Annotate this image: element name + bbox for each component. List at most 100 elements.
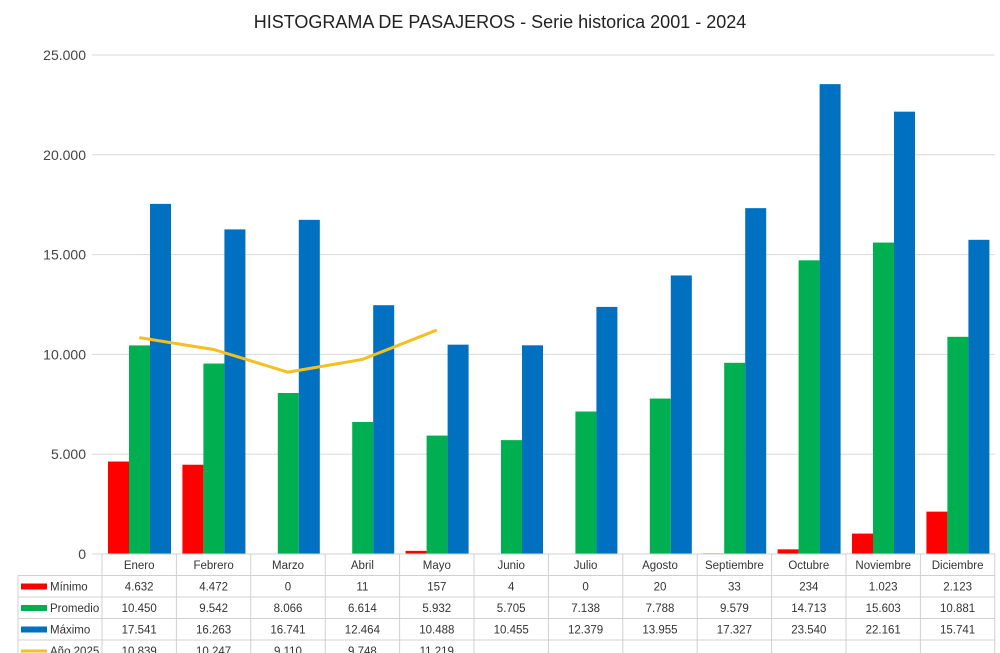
bar-Máximo bbox=[298, 219, 320, 554]
y-tick-label: 25.000 bbox=[43, 47, 86, 63]
bar-Mínimo bbox=[926, 511, 948, 554]
bar-Promedio bbox=[947, 336, 969, 554]
category-label: Diciembre bbox=[932, 560, 984, 572]
data-label: 15.603 bbox=[866, 603, 901, 615]
category-label: Mayo bbox=[423, 560, 451, 572]
bar-Promedio bbox=[873, 242, 894, 554]
bar-Promedio bbox=[798, 260, 820, 554]
data-label: 16.741 bbox=[270, 625, 305, 637]
data-label: 0 bbox=[285, 582, 291, 594]
data-label: 7.788 bbox=[646, 603, 675, 615]
bar-Promedio bbox=[426, 435, 448, 554]
data-label: 9.110 bbox=[274, 646, 302, 653]
data-label: 7.138 bbox=[571, 603, 600, 615]
data-label: 10.450 bbox=[122, 603, 157, 615]
category-label: Noviembre bbox=[855, 560, 911, 572]
data-label: 8.066 bbox=[274, 603, 303, 615]
legend-key-Mínimo bbox=[21, 583, 47, 590]
data-label: 10.247 bbox=[196, 646, 231, 653]
legend-label: Promedio bbox=[50, 603, 99, 615]
data-label: 5.705 bbox=[497, 603, 526, 615]
data-label: 4.472 bbox=[199, 582, 228, 594]
bar-Máximo bbox=[596, 306, 618, 554]
data-label: 9.579 bbox=[720, 603, 749, 615]
data-label: 0 bbox=[582, 582, 588, 594]
bar-Mínimo bbox=[182, 464, 204, 554]
data-label: 12.379 bbox=[568, 625, 603, 637]
data-label: 10.455 bbox=[494, 625, 529, 637]
data-label: 10.881 bbox=[940, 603, 975, 615]
category-label: Enero bbox=[124, 560, 155, 572]
bar-Máximo bbox=[224, 229, 246, 555]
bar-Mínimo bbox=[777, 549, 799, 554]
data-label: 4 bbox=[508, 582, 515, 594]
data-label: 10.839 bbox=[122, 646, 157, 653]
y-tick-label: 20.000 bbox=[43, 147, 86, 163]
legend-label: Mínimo bbox=[50, 582, 88, 594]
bar-Máximo bbox=[745, 208, 767, 554]
data-label: 17.541 bbox=[122, 625, 157, 637]
bar-Mínimo bbox=[852, 533, 873, 554]
bar-Máximo bbox=[522, 345, 543, 554]
data-label: 22.161 bbox=[866, 625, 901, 637]
category-label: Agosto bbox=[642, 560, 678, 572]
legend-label: Máximo bbox=[50, 625, 90, 637]
bar-Máximo bbox=[150, 203, 171, 554]
data-label: 2.123 bbox=[943, 582, 972, 594]
bar-Promedio bbox=[501, 440, 522, 554]
category-label: Junio bbox=[497, 560, 525, 572]
y-tick-label: 10.000 bbox=[43, 346, 86, 362]
category-label: Septiembre bbox=[705, 560, 764, 572]
data-label: 1.023 bbox=[869, 582, 898, 594]
category-label: Febrero bbox=[193, 560, 233, 572]
y-tick-label: 5.000 bbox=[51, 446, 86, 462]
data-label: 4.632 bbox=[125, 582, 154, 594]
data-label: 11.219 bbox=[420, 646, 454, 653]
category-label: Marzo bbox=[272, 560, 304, 572]
data-label: 9.542 bbox=[199, 603, 228, 615]
bar-Promedio bbox=[649, 398, 671, 554]
bar-Máximo bbox=[819, 84, 841, 554]
data-label: 6.614 bbox=[348, 603, 377, 615]
bar-Promedio bbox=[352, 421, 374, 554]
bar-Promedio bbox=[129, 345, 150, 554]
legend-label: Año 2025 bbox=[50, 646, 99, 653]
y-tick-label: 0 bbox=[78, 546, 86, 562]
bar-Promedio bbox=[575, 411, 597, 554]
data-label: 12.464 bbox=[345, 625, 381, 637]
bar-Promedio bbox=[203, 363, 225, 554]
data-label: 5.932 bbox=[422, 603, 451, 615]
data-label: 9.748 bbox=[348, 646, 377, 653]
legend-key-Promedio bbox=[21, 605, 47, 611]
data-label: 33 bbox=[728, 582, 741, 594]
chart-title: HISTOGRAMA DE PASAJEROS - Serie historic… bbox=[253, 12, 747, 32]
y-tick-label: 15.000 bbox=[43, 247, 86, 263]
data-label: 13.955 bbox=[642, 625, 677, 637]
data-label: 15.741 bbox=[940, 625, 975, 637]
legend-key-Máximo bbox=[21, 626, 47, 633]
category-label: Julio bbox=[574, 560, 598, 572]
data-label: 17.327 bbox=[717, 625, 752, 637]
data-label: 10.488 bbox=[419, 625, 454, 637]
bar-Máximo bbox=[447, 344, 469, 554]
bar-Máximo bbox=[894, 111, 915, 554]
data-label: 234 bbox=[799, 582, 819, 594]
bar-Máximo bbox=[670, 275, 692, 554]
data-label: 23.540 bbox=[791, 625, 826, 637]
data-label: 11 bbox=[356, 582, 368, 594]
bar-Promedio bbox=[277, 393, 299, 554]
line-Año 2025 bbox=[138, 328, 438, 374]
bar-Promedio bbox=[724, 362, 746, 554]
data-label: 20 bbox=[654, 582, 667, 594]
category-label: Octubre bbox=[788, 560, 829, 572]
data-label: 157 bbox=[427, 582, 446, 594]
bar-Mínimo bbox=[108, 461, 129, 554]
data-label: 16.263 bbox=[196, 625, 231, 637]
category-label: Abril bbox=[351, 560, 374, 572]
bar-Máximo bbox=[373, 305, 395, 554]
bar-Mínimo bbox=[405, 550, 427, 554]
data-label: 14.713 bbox=[791, 603, 826, 615]
bar-Máximo bbox=[968, 239, 990, 555]
